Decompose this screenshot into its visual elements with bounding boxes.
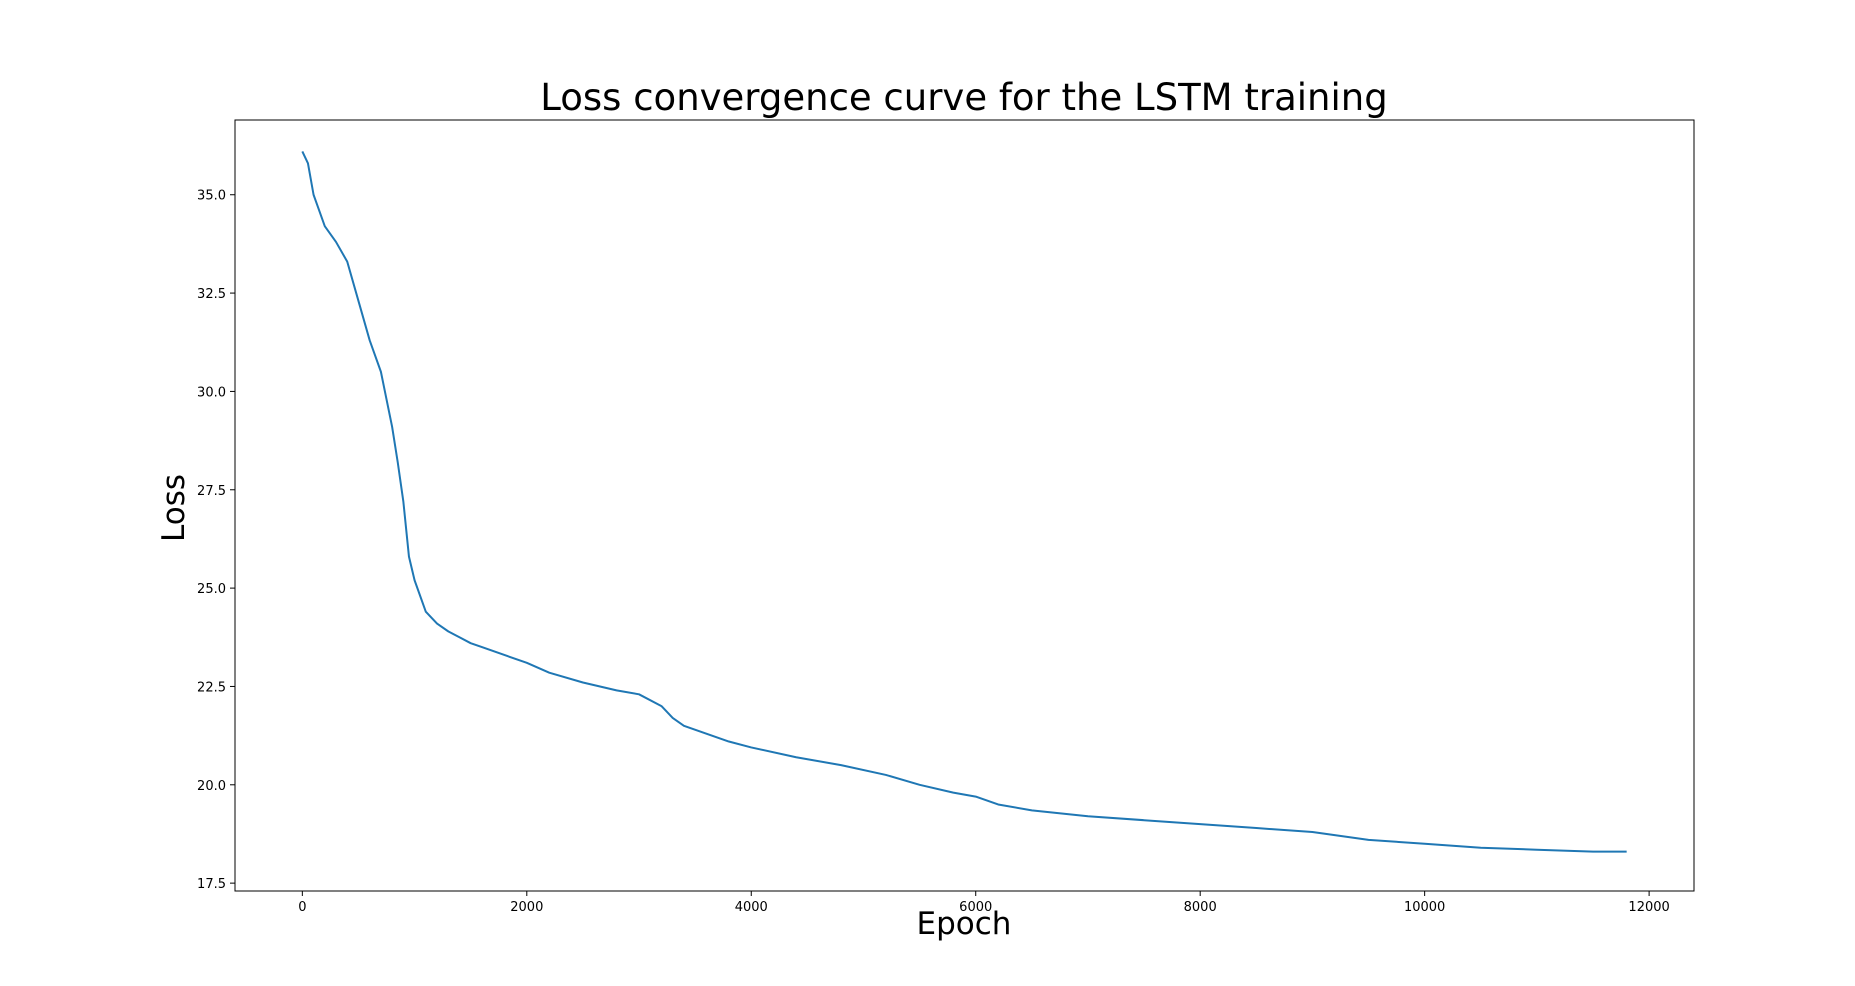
x-tick-label: 12000 [1628,900,1669,915]
x-axis: 0 2000 4000 6000 8000 10000 12000 [298,891,1670,915]
x-tick-label: 2000 [510,900,543,915]
plot-frame [234,119,1695,892]
x-tick-label: 4000 [735,900,768,915]
plot-area [301,151,1627,853]
y-tick-label: 27.5 [197,484,226,499]
y-tick-label: 25.0 [197,582,226,597]
y-axis-title: Loss [156,474,192,542]
y-axis: 17.5 20.0 22.5 25.0 27.5 30.0 32.5 35.0 [197,189,235,892]
x-tick-label: 8000 [1184,900,1217,915]
y-tick-label: 30.0 [197,385,226,400]
y-tick-label: 22.5 [197,680,226,695]
y-tick-label: 20.0 [197,779,226,794]
x-tick-label: 6000 [959,900,992,915]
x-axis-title: Epoch [917,906,1012,942]
x-tick-label: 10000 [1404,900,1445,915]
chart-title: Loss convergence curve for the LSTM trai… [540,76,1387,119]
y-tick-label: 35.0 [197,189,226,204]
y-tick-label: 17.5 [197,877,226,892]
y-tick-label: 32.5 [197,287,226,302]
x-tick-label: 0 [298,900,306,915]
loss-series-line [301,151,1627,853]
